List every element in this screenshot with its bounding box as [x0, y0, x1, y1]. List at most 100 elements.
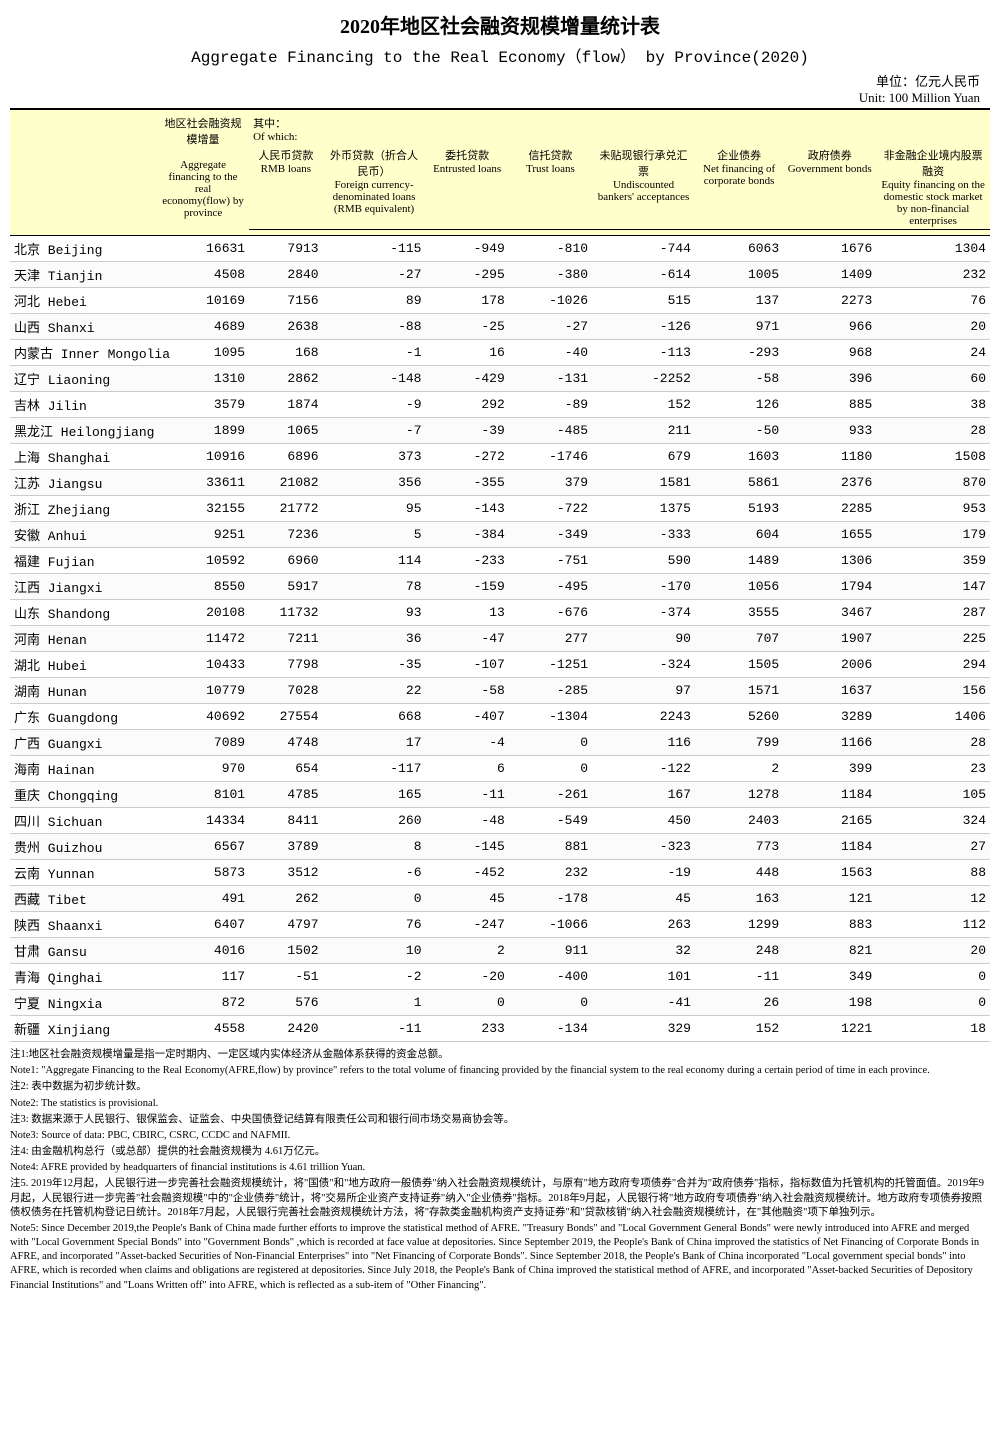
- value-cell: 294: [876, 652, 990, 678]
- value-cell: 1304: [876, 236, 990, 262]
- province-cell: 广东 Guangdong: [10, 704, 157, 730]
- value-cell: -429: [426, 366, 509, 392]
- value-cell: 20108: [157, 600, 249, 626]
- value-cell: 668: [323, 704, 426, 730]
- value-cell: 1005: [695, 262, 783, 288]
- table-row: 黑龙江 Heilongjiang18991065-7-39-485211-509…: [10, 418, 990, 444]
- value-cell: 6063: [695, 236, 783, 262]
- value-cell: -6: [323, 860, 426, 886]
- value-cell: 2: [426, 938, 509, 964]
- value-cell: 179: [876, 522, 990, 548]
- value-cell: 152: [695, 1016, 783, 1042]
- value-cell: 970: [157, 756, 249, 782]
- value-cell: 379: [509, 470, 592, 496]
- note-en: Note5: Since December 2019,the People's …: [10, 1222, 990, 1293]
- value-cell: 168: [249, 340, 323, 366]
- table-row: 宁夏 Ningxia872576100-41261980: [10, 990, 990, 1016]
- value-cell: -48: [426, 808, 509, 834]
- value-cell: 4016: [157, 938, 249, 964]
- value-cell: -148: [323, 366, 426, 392]
- value-cell: 450: [592, 808, 695, 834]
- value-cell: 38: [876, 392, 990, 418]
- value-cell: 2285: [783, 496, 876, 522]
- value-cell: 152: [592, 392, 695, 418]
- value-cell: -145: [426, 834, 509, 860]
- value-cell: 22: [323, 678, 426, 704]
- value-cell: -113: [592, 340, 695, 366]
- table-row: 天津 Tianjin45082840-27-295-380-6141005140…: [10, 262, 990, 288]
- value-cell: 163: [695, 886, 783, 912]
- value-cell: -178: [509, 886, 592, 912]
- province-cell: 北京 Beijing: [10, 236, 157, 262]
- value-cell: -115: [323, 236, 426, 262]
- value-cell: -272: [426, 444, 509, 470]
- col-trust: 信托贷款Trust loans: [509, 145, 592, 230]
- value-cell: 773: [695, 834, 783, 860]
- value-cell: 1505: [695, 652, 783, 678]
- value-cell: 707: [695, 626, 783, 652]
- province-cell: 浙江 Zhejiang: [10, 496, 157, 522]
- table-row: 辽宁 Liaoning13102862-148-429-131-2252-583…: [10, 366, 990, 392]
- value-cell: 262: [249, 886, 323, 912]
- value-cell: 872: [157, 990, 249, 1016]
- value-cell: 1502: [249, 938, 323, 964]
- value-cell: 6: [426, 756, 509, 782]
- table-row: 云南 Yunnan58733512-6-452232-19448156388: [10, 860, 990, 886]
- value-cell: 1299: [695, 912, 783, 938]
- province-cell: 四川 Sichuan: [10, 808, 157, 834]
- value-cell: 13: [426, 600, 509, 626]
- value-cell: -58: [426, 678, 509, 704]
- value-cell: 126: [695, 392, 783, 418]
- value-cell: -19: [592, 860, 695, 886]
- value-cell: 18: [876, 1016, 990, 1042]
- value-cell: 1184: [783, 782, 876, 808]
- col-aggregate: 地区社会融资规模增量 Aggregate financing to the re…: [157, 113, 249, 230]
- value-cell: 679: [592, 444, 695, 470]
- value-cell: 36: [323, 626, 426, 652]
- province-cell: 甘肃 Gansu: [10, 938, 157, 964]
- col-province: [10, 113, 157, 230]
- value-cell: -51: [249, 964, 323, 990]
- value-cell: 1899: [157, 418, 249, 444]
- value-cell: 45: [426, 886, 509, 912]
- col-ofwhich: 其中： Of which:: [249, 113, 990, 145]
- table-row: 贵州 Guizhou656737898-145881-323773118427: [10, 834, 990, 860]
- value-cell: -549: [509, 808, 592, 834]
- value-cell: 1676: [783, 236, 876, 262]
- value-cell: 178: [426, 288, 509, 314]
- province-cell: 河南 Henan: [10, 626, 157, 652]
- value-cell: 799: [695, 730, 783, 756]
- province-cell: 吉林 Jilin: [10, 392, 157, 418]
- table-row: 青海 Qinghai117-51-2-20-400101-113490: [10, 964, 990, 990]
- value-cell: 198: [783, 990, 876, 1016]
- table-row: 上海 Shanghai109166896373-272-174667916031…: [10, 444, 990, 470]
- value-cell: 14334: [157, 808, 249, 834]
- value-cell: 20: [876, 938, 990, 964]
- value-cell: 2376: [783, 470, 876, 496]
- province-cell: 贵州 Guizhou: [10, 834, 157, 860]
- value-cell: 491: [157, 886, 249, 912]
- value-cell: 76: [323, 912, 426, 938]
- value-cell: -323: [592, 834, 695, 860]
- value-cell: 89: [323, 288, 426, 314]
- col-fx: 外币贷款（折合人民币）Foreign currency-denominated …: [323, 145, 426, 230]
- value-cell: 1278: [695, 782, 783, 808]
- value-cell: 1375: [592, 496, 695, 522]
- value-cell: 27: [876, 834, 990, 860]
- value-cell: -88: [323, 314, 426, 340]
- value-cell: 21772: [249, 496, 323, 522]
- value-cell: 23: [876, 756, 990, 782]
- value-cell: 28: [876, 730, 990, 756]
- value-cell: -20: [426, 964, 509, 990]
- value-cell: 8: [323, 834, 426, 860]
- value-cell: -722: [509, 496, 592, 522]
- value-cell: 292: [426, 392, 509, 418]
- value-cell: 3579: [157, 392, 249, 418]
- value-cell: 10779: [157, 678, 249, 704]
- value-cell: 114: [323, 548, 426, 574]
- value-cell: 11472: [157, 626, 249, 652]
- value-cell: 1603: [695, 444, 783, 470]
- value-cell: 2243: [592, 704, 695, 730]
- value-cell: 2862: [249, 366, 323, 392]
- value-cell: 399: [783, 756, 876, 782]
